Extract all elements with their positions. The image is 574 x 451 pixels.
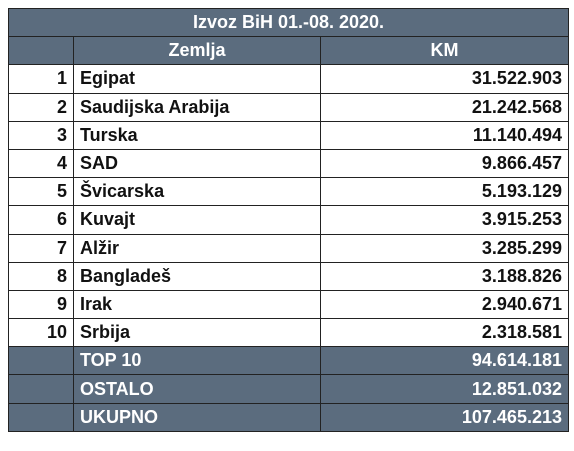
data-row: 9 Irak 2.940.671 xyxy=(8,289,569,320)
total-row: OSTALO 12.851.032 xyxy=(8,374,569,404)
value-cell: 11.140.494 xyxy=(320,120,569,150)
country-cell: Saudijska Arabija xyxy=(73,92,321,122)
value-cell: 2.318.581 xyxy=(320,318,569,348)
data-row: 8 Bangladeš 3.188.826 xyxy=(8,261,569,291)
total-label: TOP 10 xyxy=(73,346,321,376)
country-cell: Bangladeš xyxy=(73,261,321,291)
data-row: 10 Srbija 2.318.581 xyxy=(8,318,569,348)
empty-cell xyxy=(8,402,74,432)
title-row: Izvoz BiH 01.-08. 2020. xyxy=(8,7,569,38)
total-label: OSTALO xyxy=(73,374,321,404)
table-title: Izvoz BiH 01.-08. 2020. xyxy=(8,7,569,38)
value-cell: 5.193.129 xyxy=(320,177,569,207)
value-cell: 21.242.568 xyxy=(320,92,569,122)
rank-cell: 4 xyxy=(8,148,74,179)
rank-cell: 7 xyxy=(8,233,74,263)
export-table: Izvoz BiH 01.-08. 2020. Zemlja KM 1 Egipa… xyxy=(8,7,569,432)
value-cell: 31.522.903 xyxy=(320,64,569,94)
country-cell: Egipat xyxy=(73,64,321,94)
data-row: 3 Turska 11.140.494 xyxy=(8,120,569,150)
total-row: TOP 10 94.614.181 xyxy=(8,346,569,376)
rank-cell: 1 xyxy=(8,64,74,94)
rank-cell: 8 xyxy=(8,261,74,291)
data-row: 6 Kuvajt 3.915.253 xyxy=(8,205,569,235)
table-body: Izvoz BiH 01.-08. 2020. Zemlja KM 1 Egipa… xyxy=(8,7,569,432)
data-row: 2 Saudijska Arabija 21.242.568 xyxy=(8,92,569,122)
data-row: 5 Švicarska 5.193.129 xyxy=(8,177,569,207)
country-cell: Turska xyxy=(73,120,321,150)
header-cell xyxy=(8,36,74,66)
rank-cell: 6 xyxy=(8,205,74,235)
total-value: 94.614.181 xyxy=(320,346,569,376)
header-row: Zemlja KM xyxy=(8,36,569,66)
rank-cell: 2 xyxy=(8,92,74,122)
header-cell: KM xyxy=(320,36,569,66)
data-row: 7 Alžir 3.285.299 xyxy=(8,233,569,263)
country-cell: Alžir xyxy=(73,233,321,263)
rank-cell: 3 xyxy=(8,120,74,150)
rank-cell: 9 xyxy=(8,289,74,320)
rank-cell: 10 xyxy=(8,318,74,348)
empty-cell xyxy=(8,374,74,404)
value-cell: 2.940.671 xyxy=(320,289,569,320)
data-row: 1 Egipat 31.522.903 xyxy=(8,64,569,94)
value-cell: 3.285.299 xyxy=(320,233,569,263)
value-cell: 3.915.253 xyxy=(320,205,569,235)
empty-cell xyxy=(8,346,74,376)
country-cell: Kuvajt xyxy=(73,205,321,235)
total-value: 107.465.213 xyxy=(320,402,569,432)
header-cell: Zemlja xyxy=(73,36,321,66)
total-value: 12.851.032 xyxy=(320,374,569,404)
rank-cell: 5 xyxy=(8,177,74,207)
total-label: UKUPNO xyxy=(73,402,321,432)
country-cell: Irak xyxy=(73,289,321,320)
total-row: UKUPNO 107.465.213 xyxy=(8,402,569,432)
data-row: 4 SAD 9.866.457 xyxy=(8,148,569,179)
value-cell: 9.866.457 xyxy=(320,148,569,179)
country-cell: Srbija xyxy=(73,318,321,348)
value-cell: 3.188.826 xyxy=(320,261,569,291)
country-cell: Švicarska xyxy=(73,177,321,207)
country-cell: SAD xyxy=(73,148,321,179)
